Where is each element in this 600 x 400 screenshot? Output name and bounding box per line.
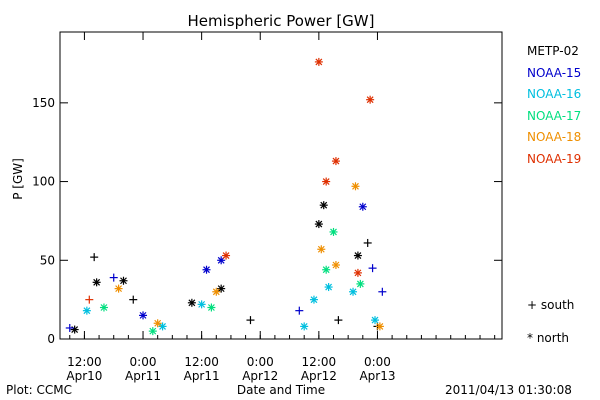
data-point: [353, 251, 362, 260]
marker-key-north: * north: [527, 331, 569, 345]
x-tick-label-time: 0:00: [364, 355, 391, 369]
data-point: [92, 278, 101, 287]
data-point: [322, 177, 331, 186]
data-point: [114, 284, 123, 293]
data-point: [202, 265, 211, 274]
star-marker-icon: *: [527, 331, 533, 345]
x-axis: 12:00Apr100:00Apr1112:00Apr110:00Apr1212…: [66, 32, 496, 383]
x-axis-label: Date and Time: [236, 383, 326, 397]
data-point: [331, 261, 340, 270]
data-point: [187, 298, 196, 307]
data-point: [246, 316, 255, 325]
data-point: [70, 325, 79, 334]
data-point: [314, 57, 323, 66]
y-tick-label: 50: [40, 253, 55, 267]
data-point: [90, 253, 99, 262]
y-axis: 0 50 100 150: [32, 96, 502, 346]
data-point: [109, 273, 118, 282]
data-point: [319, 201, 328, 210]
plus-marker-icon: +: [527, 298, 538, 312]
data-points: [65, 57, 387, 336]
data-point: [329, 227, 338, 236]
x-tick-label-date: Apr12: [301, 369, 337, 383]
data-point: [217, 284, 226, 293]
plot-credit: Plot: CCMC: [6, 383, 72, 397]
data-point: [375, 322, 384, 331]
data-point: [212, 287, 221, 296]
data-point: [82, 306, 91, 315]
legend-item: NOAA-17: [527, 108, 582, 123]
data-point: [129, 295, 138, 304]
data-point: [148, 327, 157, 336]
data-point: [331, 157, 340, 166]
data-point: [353, 268, 362, 277]
legend-item: NOAA-19: [527, 151, 582, 166]
y-axis-label: P [GW]: [10, 158, 25, 200]
y-tick-label: 0: [47, 332, 55, 346]
x-tick-label-date: Apr10: [66, 369, 102, 383]
data-point: [309, 295, 318, 304]
data-point: [158, 322, 167, 331]
data-point: [314, 220, 323, 229]
data-point: [99, 303, 108, 312]
chart-title: Hemispheric Power [GW]: [187, 12, 375, 30]
plot-timestamp: 2011/04/13 01:30:08: [445, 383, 572, 397]
data-point: [65, 323, 74, 332]
data-point: [366, 95, 375, 104]
y-tick-label: 150: [32, 96, 55, 110]
plot-frame: [59, 31, 503, 340]
data-point: [153, 319, 162, 328]
data-point: [349, 287, 358, 296]
marker-key-north-label: north: [536, 331, 570, 345]
x-tick-label-date: Apr13: [359, 369, 395, 383]
data-point: [378, 287, 387, 296]
data-point: [85, 295, 94, 304]
data-point: [356, 279, 365, 288]
x-tick-label-time: 0:00: [247, 355, 274, 369]
data-point: [322, 265, 331, 274]
data-point: [197, 300, 206, 309]
data-point: [207, 303, 216, 312]
data-point: [295, 306, 304, 315]
x-tick-label-date: Apr12: [242, 369, 278, 383]
data-point: [351, 182, 360, 191]
marker-key-south: + south: [527, 298, 574, 312]
data-point: [119, 276, 128, 285]
y-tick-label: 100: [32, 175, 55, 189]
data-point: [139, 311, 148, 320]
x-tick-label-time: 12:00: [67, 355, 102, 369]
x-tick-label-date: Apr11: [184, 369, 220, 383]
data-point: [358, 202, 367, 211]
data-point: [368, 264, 377, 273]
data-point: [300, 322, 309, 331]
data-point: [363, 238, 372, 247]
legend-item: NOAA-16: [527, 87, 582, 101]
legend-item: NOAA-15: [527, 65, 582, 80]
x-tick-label-time: 12:00: [184, 355, 219, 369]
data-point: [334, 316, 343, 325]
data-point: [371, 316, 380, 325]
marker-key-south-label: south: [540, 298, 575, 312]
data-point: [317, 245, 326, 254]
legend-item: NOAA-18: [527, 130, 582, 144]
x-tick-label-date: Apr11: [125, 369, 161, 383]
data-point: [324, 283, 333, 292]
x-tick-label-time: 12:00: [302, 355, 337, 369]
legend-item: METP-02: [527, 44, 579, 58]
data-point: [222, 251, 231, 260]
x-tick-label-time: 0:00: [130, 355, 157, 369]
